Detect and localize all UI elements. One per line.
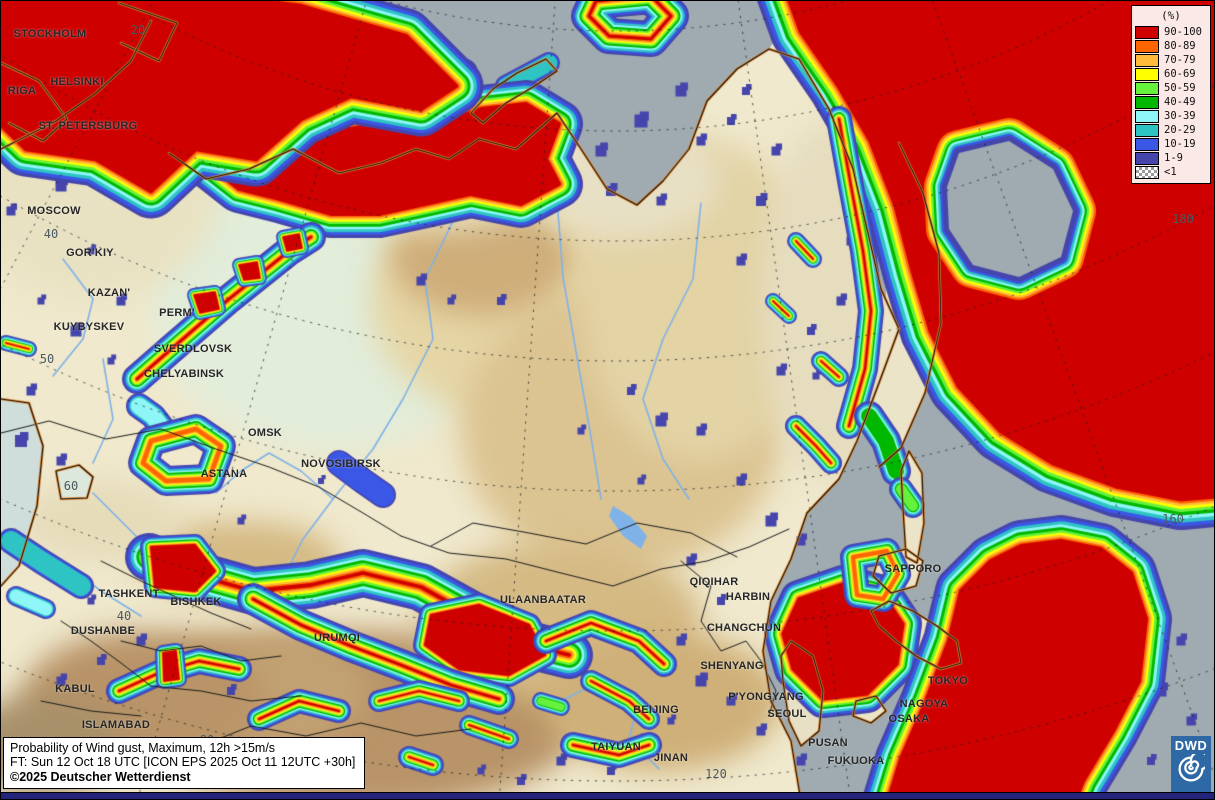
legend-label: 40-49 — [1164, 96, 1196, 108]
legend-swatch — [1135, 165, 1159, 179]
legend-row: 40-49 — [1135, 95, 1207, 109]
legend-label: 10-19 — [1164, 138, 1196, 150]
legend-row: 80-89 — [1135, 39, 1207, 53]
legend-swatch — [1135, 53, 1159, 67]
legend-row: 70-79 — [1135, 53, 1207, 67]
info-box: Probability of Wind gust, Maximum, 12h >… — [3, 736, 366, 789]
legend-rows: 90-100 80-89 70-79 60-69 50-59 40-49 30-39 20-2… — [1135, 25, 1207, 179]
legend-row: 10-19 — [1135, 137, 1207, 151]
legend-row: 50-59 — [1135, 81, 1207, 95]
copyright: ©2025 Deutscher Wetterdienst — [10, 769, 191, 784]
legend-swatch — [1135, 67, 1159, 81]
legend-label: 60-69 — [1164, 68, 1196, 80]
legend-label: 1-9 — [1164, 152, 1183, 164]
legend-label: 20-29 — [1164, 124, 1196, 136]
legend-label: 50-59 — [1164, 82, 1196, 94]
legend-swatch — [1135, 109, 1159, 123]
legend-row: 30-39 — [1135, 109, 1207, 123]
dwd-spiral-icon — [1178, 754, 1205, 782]
legend-swatch — [1135, 39, 1159, 53]
legend-label: <1 — [1164, 166, 1177, 178]
legend-swatch — [1135, 95, 1159, 109]
legend-swatch — [1135, 137, 1159, 151]
legend-label: 70-79 — [1164, 54, 1196, 66]
legend-row: 60-69 — [1135, 67, 1207, 81]
legend-swatch — [1135, 123, 1159, 137]
legend-label: 90-100 — [1164, 26, 1202, 38]
legend-label: 80-89 — [1164, 40, 1196, 52]
legend-row: 90-100 — [1135, 25, 1207, 39]
legend-label: 30-39 — [1164, 110, 1196, 122]
legend-row: 20-29 — [1135, 123, 1207, 137]
legend-swatch — [1135, 81, 1159, 95]
map-title: Probability of Wind gust, Maximum, 12h >… — [10, 740, 276, 755]
map-frame-bottom — [1, 792, 1214, 799]
legend-row: 1-9 — [1135, 151, 1207, 165]
legend-title: (%) — [1161, 9, 1181, 22]
legend-swatch — [1135, 25, 1159, 39]
probability-legend: (%) 90-100 80-89 70-79 60-69 50-59 40-49 30-39… — [1131, 5, 1211, 184]
dwd-logo-text: DWD — [1174, 738, 1208, 753]
legend-swatch — [1135, 151, 1159, 165]
forecast-time: FT: Sun 12 Oct 18 UTC [ICON EPS 2025 Oct… — [10, 755, 356, 769]
legend-row: <1 — [1135, 165, 1207, 179]
dwd-logo: DWD — [1171, 736, 1211, 792]
